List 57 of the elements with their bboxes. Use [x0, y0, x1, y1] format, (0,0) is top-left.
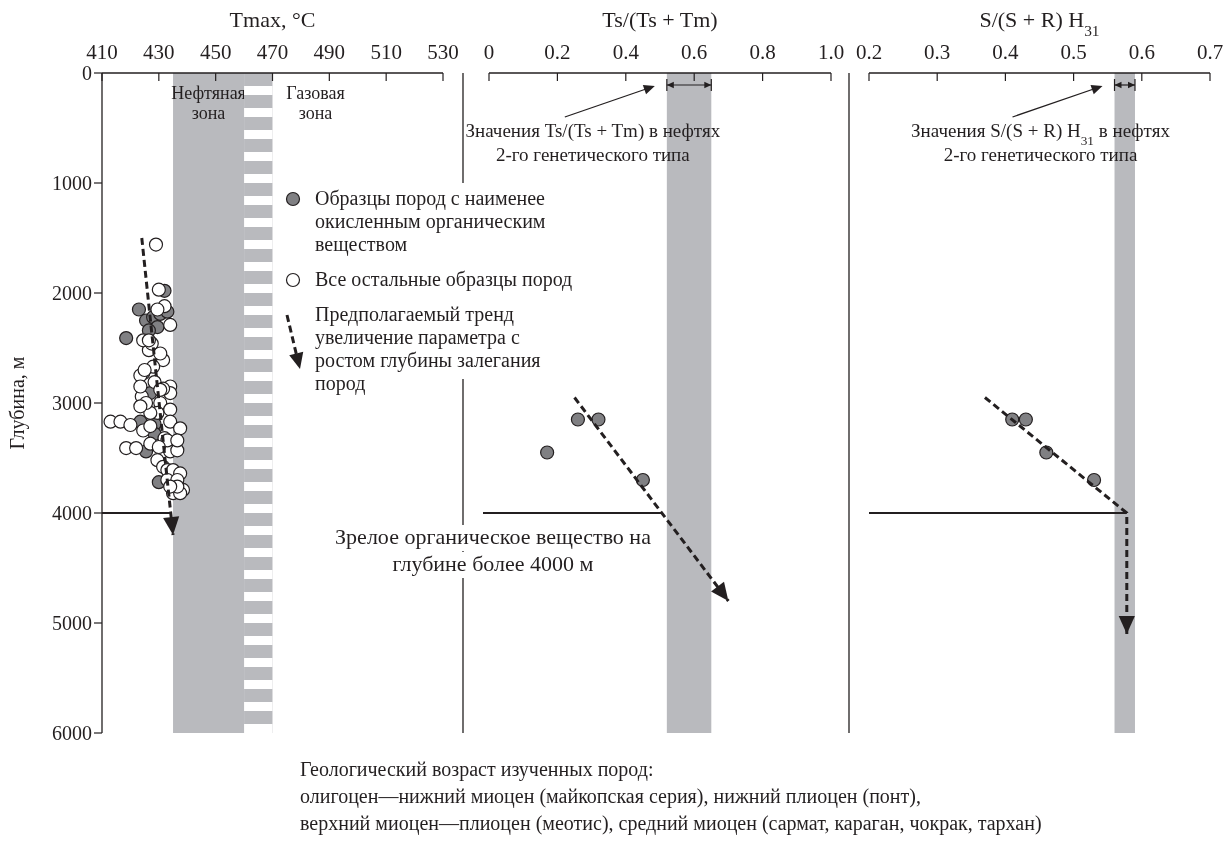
y-tick-label: 5000 [52, 612, 92, 634]
band-label: Газовая зона [286, 83, 345, 123]
x-tick-label: 0.2 [544, 40, 571, 64]
point [133, 379, 148, 394]
point [143, 419, 158, 434]
text: Геологический возраст изученных пород: [300, 758, 654, 781]
point [173, 421, 188, 436]
point [119, 331, 134, 346]
y-axis-title: Глубина, м [6, 356, 29, 450]
x-tick-label: 0 [483, 40, 495, 64]
annotation: Значения S/(S + R) H$_{31}$ в нефтях 2-го генетического типа [911, 120, 1171, 165]
x-tick-label: 0.8 [749, 40, 776, 64]
point [153, 346, 168, 361]
annotation: Значения Ts/(Ts + Tm) в нефтях 2-го генетического типа [465, 120, 721, 165]
x-tick-label: 0.6 [681, 40, 708, 64]
annotation: Предполагаемый тренд увеличение параметра с ростом глубины залегания пород [315, 303, 541, 395]
x-tick-label: 0.4 [612, 40, 640, 64]
x-tick-label: 1.0 [817, 40, 845, 64]
point [163, 317, 178, 332]
point [129, 441, 144, 456]
legend-label: Образцы пород с наименее окисленным органическим веществом [315, 187, 546, 256]
point [151, 439, 166, 455]
point [170, 433, 185, 448]
x-tick-label: 0.3 [924, 40, 951, 64]
x-tick-label: 0.2 [855, 40, 883, 64]
x-tick-label: 0.6 [1128, 40, 1155, 64]
x-tick-label: 0.5 [1060, 40, 1087, 64]
y-tick-label: 1000 [52, 172, 92, 194]
ref-line-label: Зрелое органическое вещество на глубине более 4000 м [335, 524, 652, 576]
x-axis-title: Ts/(Ts + Tm) [602, 7, 718, 32]
point [151, 282, 166, 297]
x-tick-label: 510 [370, 40, 402, 64]
y-tick-label: 2000 [52, 282, 92, 304]
x-axis-title: S/(S + R) H$_{31}$ [979, 7, 1100, 39]
band-label: Нефтяная зона [171, 83, 246, 123]
x-tick-label: 0.4 [992, 40, 1020, 64]
y-tick-label: 3000 [52, 392, 92, 414]
x-tick-label: 530 [427, 40, 459, 64]
x-tick-label: 410 [86, 40, 118, 64]
x-tick-label: 430 [143, 40, 175, 64]
point [163, 414, 178, 429]
y-tick-label: 4000 [52, 502, 92, 524]
point [133, 399, 148, 414]
legend-label: Все остальные образцы пород [315, 268, 573, 291]
x-axis-title: Tmax, °C [229, 7, 316, 32]
x-tick-label: 0.7 [1196, 40, 1224, 64]
y-tick-label: 6000 [52, 722, 92, 744]
point [150, 302, 165, 317]
y-tick-label: 0 [82, 62, 92, 84]
x-tick-label: 450 [199, 40, 232, 64]
point [131, 302, 147, 317]
point [137, 362, 152, 378]
x-tick-label: 470 [256, 40, 289, 64]
point [123, 417, 138, 433]
text: олигоцен—нижний миоцен (майкопская серия), нижний плиоцен (понт), [300, 785, 921, 808]
text: верхний миоцен—плиоцен (меотис), средний миоцен (сармат, караган, чокрак, тархан) [300, 812, 1042, 835]
x-tick-label: 490 [313, 40, 346, 64]
